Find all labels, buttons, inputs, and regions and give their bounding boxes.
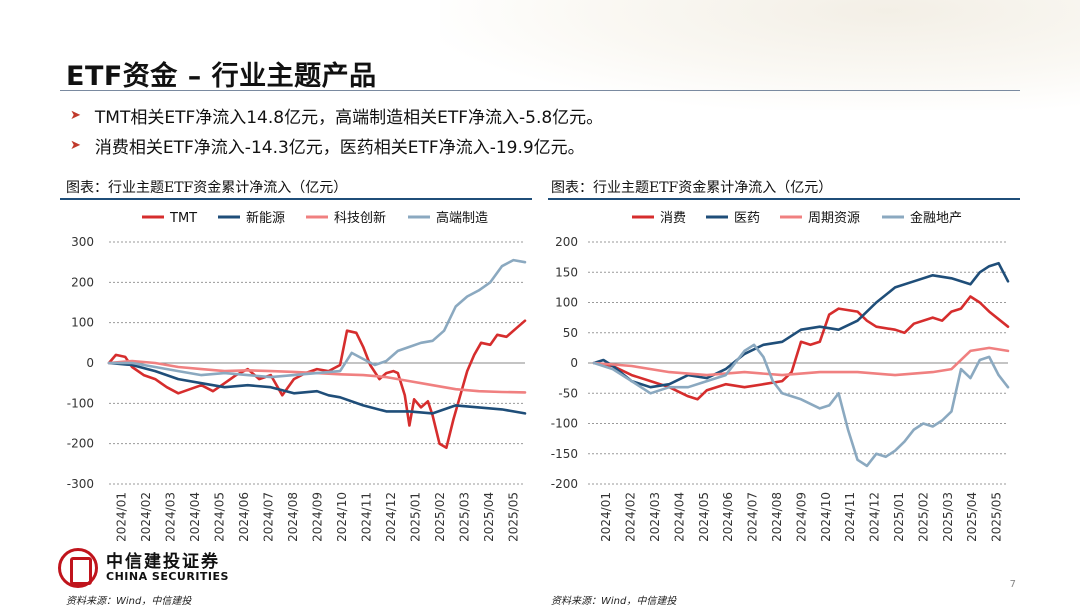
legend-label: 周期资源: [808, 211, 860, 226]
x-tick-label: 2024/04: [188, 492, 202, 542]
x-tick-label: 2024/05: [697, 492, 711, 542]
legend-item: 医药: [706, 211, 760, 226]
legend-label: 医药: [734, 211, 760, 226]
x-tick-label: 2024/02: [139, 492, 153, 542]
x-tick-label: 2024/04: [672, 492, 686, 542]
chart-title-rule-right: [548, 198, 1020, 200]
y-tick-label: -200: [551, 477, 578, 491]
y-tick-label: 200: [71, 275, 94, 289]
x-tick-label: 2024/01: [599, 492, 613, 542]
y-tick-label: 0: [570, 356, 578, 370]
legend-label: TMT: [169, 211, 197, 226]
x-tick-label: 2025/02: [433, 492, 447, 542]
legend-item: 新能源: [218, 210, 285, 226]
chart-title-rule-left: [60, 198, 532, 200]
legend-label: 金融地产: [910, 210, 962, 226]
legend-item: 周期资源: [780, 211, 860, 226]
series-line: [592, 346, 1010, 377]
header-decoration: [440, 0, 1080, 110]
x-tick-label: 2024/10: [335, 492, 349, 542]
logo-name-en: CHINA SECURITIES: [106, 570, 229, 584]
x-tick-label: 2025/04: [965, 492, 979, 542]
y-tick-label: 0: [86, 356, 94, 370]
source-note-left: 资料来源：Wind，中信建投: [66, 596, 192, 607]
bullet-item: ➤ 消费相关ETF净流入-14.3亿元，医药相关ETF净流入-19.9亿元。: [70, 130, 603, 160]
legend-item: 科技创新: [306, 210, 386, 226]
x-tick-label: 2025/03: [941, 492, 955, 542]
y-tick-label: 150: [555, 265, 578, 279]
y-tick-label: 200: [555, 235, 578, 249]
bullet-text: TMT相关ETF净流入14.8亿元，高端制造相关ETF净流入-5.8亿元。: [94, 107, 604, 128]
company-logo: 中信建投证券 CHINA SECURITIES: [58, 548, 229, 588]
series-line: [107, 258, 527, 379]
legend-label: 消费: [660, 211, 686, 226]
x-tick-label: 2025/03: [457, 492, 471, 542]
x-tick-label: 2024/06: [237, 492, 251, 542]
x-tick-label: 2024/12: [384, 492, 398, 542]
x-tick-label: 2024/11: [359, 492, 373, 542]
arrow-right-icon: ➤: [70, 137, 81, 153]
slide-title: ETF资金 – 行业主题产品: [66, 61, 377, 92]
x-tick-label: 2025/04: [482, 492, 496, 542]
series-line: [592, 261, 1010, 389]
x-tick-label: 2024/01: [114, 492, 128, 542]
x-tick-label: 2024/07: [746, 492, 760, 542]
logo-icon: [58, 548, 98, 588]
legend-label: 新能源: [246, 210, 285, 226]
x-tick-label: 2025/05: [506, 492, 520, 542]
bullet-text: 消费相关ETF净流入-14.3亿元，医药相关ETF净流入-19.9亿元。: [94, 137, 585, 158]
source-note-right: 资料来源：Wind，中信建投: [551, 596, 677, 607]
legend-item: 消费: [632, 211, 686, 226]
y-tick-label: -150: [551, 447, 578, 461]
logo-name-cn: 中信建投证券: [106, 551, 220, 572]
chart-right: 消费 医药 周期资源 金融地产 200 150 100 50 0 -50 -100 -150 -200 2…: [551, 210, 1010, 542]
x-tick-label: 2024/09: [794, 492, 808, 542]
y-tick-label: 300: [71, 235, 94, 249]
legend-label: 高端制造: [436, 210, 488, 226]
x-tick-label: 2024/03: [648, 492, 662, 542]
x-tick-label: 2024/03: [163, 492, 177, 542]
x-tick-label: 2025/01: [408, 492, 422, 542]
x-tick-label: 2024/11: [843, 492, 857, 542]
arrow-right-icon: ➤: [70, 107, 81, 123]
y-tick-label: -200: [67, 437, 94, 451]
y-tick-label: -50: [558, 386, 578, 400]
y-tick-label: -300: [67, 477, 94, 491]
chart-left: TMT 新能源 科技创新 高端制造 300 200 100 0 -100 -200 -300 2024…: [67, 210, 527, 542]
y-tick-label: 100: [555, 296, 578, 310]
legend-item: TMT: [142, 211, 197, 226]
x-tick-label: 2024/08: [286, 492, 300, 542]
x-tick-label: 2025/01: [892, 492, 906, 542]
legend-item: 高端制造: [408, 210, 488, 226]
y-tick-label: 100: [71, 316, 94, 330]
x-tick-label: 2025/05: [990, 492, 1004, 542]
bullet-item: ➤ TMT相关ETF净流入14.8亿元，高端制造相关ETF净流入-5.8亿元。: [70, 100, 603, 130]
x-tick-label: 2024/02: [624, 492, 638, 542]
bullet-list: ➤ TMT相关ETF净流入14.8亿元，高端制造相关ETF净流入-5.8亿元。 …: [70, 100, 603, 160]
x-tick-label: 2024/09: [310, 492, 324, 542]
x-tick-label: 2024/10: [819, 492, 833, 542]
legend-label: 科技创新: [334, 210, 386, 226]
x-tick-label: 2024/05: [212, 492, 226, 542]
x-tick-label: 2025/02: [916, 492, 930, 542]
series-line: [107, 319, 527, 449]
chart-title-left: 图表：行业主题ETF资金累计净流入（亿元）: [66, 180, 348, 196]
y-tick-label: 50: [563, 326, 578, 340]
series-line: [107, 361, 527, 415]
series-line: [592, 295, 1010, 401]
y-tick-label: -100: [67, 396, 94, 410]
chart-title-right: 图表：行业主题ETF资金累计净流入（亿元）: [551, 180, 833, 196]
x-tick-label: 2024/12: [868, 492, 882, 542]
x-tick-label: 2024/08: [770, 492, 784, 542]
legend-item: 金融地产: [882, 210, 962, 226]
title-divider: [60, 90, 1020, 91]
x-tick-label: 2024/06: [721, 492, 735, 542]
series-line: [592, 343, 1010, 468]
x-tick-label: 2024/07: [261, 492, 275, 542]
y-tick-label: -100: [551, 417, 578, 431]
page-number: 7: [1009, 579, 1016, 590]
